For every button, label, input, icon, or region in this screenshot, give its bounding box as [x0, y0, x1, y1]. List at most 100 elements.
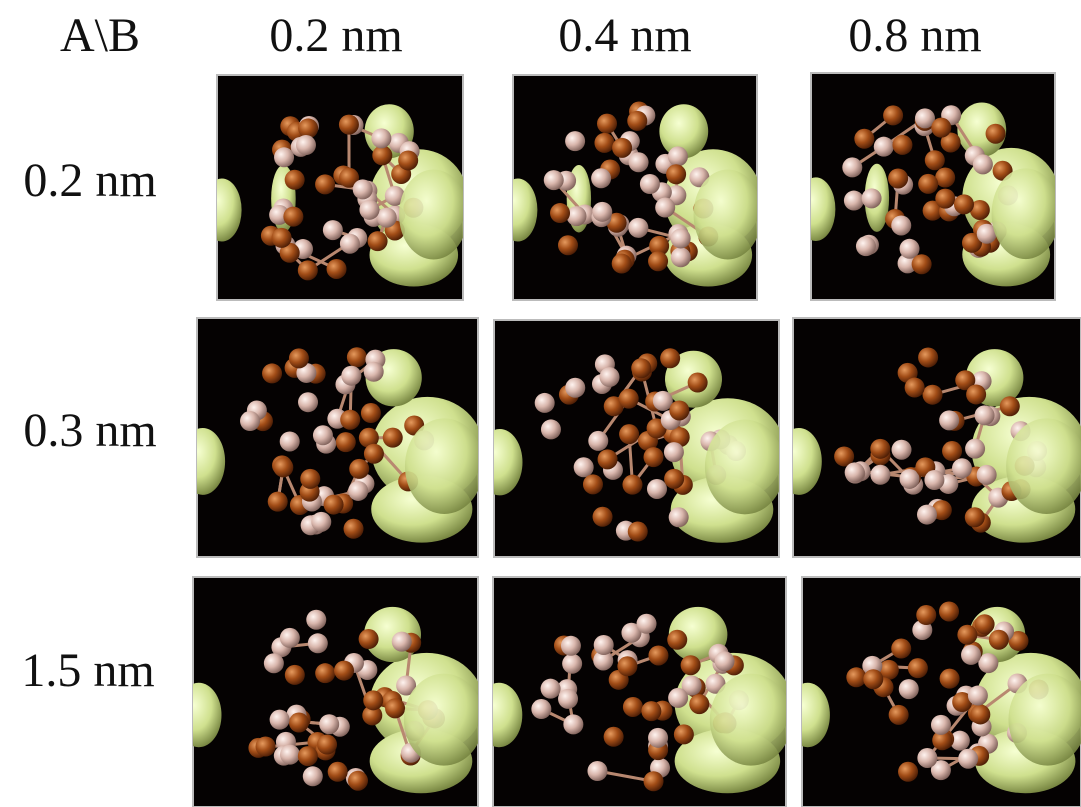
- atom: [668, 688, 688, 708]
- atom: [535, 393, 555, 413]
- atom: [942, 441, 962, 461]
- atom: [280, 628, 300, 648]
- atom: [856, 236, 876, 256]
- atom: [648, 645, 668, 665]
- atom: [961, 645, 981, 665]
- atom: [870, 439, 890, 459]
- atom: [368, 231, 388, 251]
- atom: [655, 198, 675, 218]
- atom: [336, 432, 356, 452]
- isosurface-lobe: [180, 428, 225, 495]
- atom: [931, 118, 951, 138]
- atom: [958, 749, 978, 769]
- atom: [353, 179, 373, 199]
- row-header: 1.5 nm: [21, 644, 154, 697]
- molecule-panel: [180, 318, 483, 557]
- atom: [668, 146, 688, 166]
- atom: [889, 705, 909, 725]
- atom: [671, 228, 691, 248]
- atom: [280, 431, 300, 451]
- atom: [965, 439, 985, 459]
- atom: [924, 470, 944, 490]
- atom: [899, 679, 919, 699]
- atom: [339, 115, 359, 135]
- atom: [592, 202, 612, 222]
- atom: [617, 656, 637, 676]
- atom: [666, 164, 686, 184]
- atom: [268, 492, 288, 512]
- atom: [593, 507, 613, 527]
- molecule-panel: [796, 73, 1060, 300]
- atom: [923, 385, 943, 405]
- atom: [364, 444, 384, 464]
- atom: [565, 378, 585, 398]
- atom: [637, 614, 657, 634]
- atom: [623, 697, 643, 717]
- atom: [317, 735, 337, 755]
- atom: [313, 425, 333, 445]
- atom: [340, 410, 360, 430]
- atom: [327, 259, 347, 279]
- atom: [594, 635, 614, 655]
- molecule-panel: [785, 577, 1081, 807]
- atom: [296, 135, 316, 155]
- atom: [306, 610, 326, 630]
- atom: [647, 479, 667, 499]
- atom: [954, 194, 974, 214]
- atom: [640, 174, 660, 194]
- isosurface-lobe: [694, 170, 762, 260]
- atom: [349, 459, 369, 479]
- molecule-panel: [176, 577, 484, 807]
- atom: [323, 220, 343, 240]
- molecule-panel: [776, 318, 1081, 557]
- isosurface-lobe: [498, 179, 537, 242]
- atom: [916, 605, 936, 625]
- atom: [674, 724, 694, 744]
- row-header: 0.3 nm: [23, 404, 156, 457]
- atom: [917, 748, 937, 768]
- atom: [597, 114, 617, 134]
- isosurface-lobe: [399, 170, 468, 260]
- atom: [256, 737, 276, 757]
- atom: [925, 150, 945, 170]
- atom: [628, 522, 648, 542]
- isosurface-lobe: [475, 683, 522, 747]
- molecule-panel: [498, 75, 762, 300]
- atom: [285, 665, 305, 685]
- atom: [240, 411, 260, 431]
- atom: [348, 771, 368, 791]
- atom: [347, 347, 367, 367]
- atom: [989, 630, 1009, 650]
- atom: [870, 465, 890, 485]
- atom: [262, 363, 282, 383]
- isosurface-lobe: [992, 168, 1060, 259]
- atom: [544, 170, 564, 190]
- atom: [308, 633, 328, 653]
- atom: [531, 699, 551, 719]
- atom: [359, 629, 379, 649]
- atom: [319, 714, 339, 734]
- atom: [619, 389, 639, 409]
- atom: [372, 145, 392, 165]
- atom: [883, 105, 903, 125]
- isosurface-lobe: [785, 683, 830, 747]
- corner-label: A\B: [60, 9, 140, 62]
- atom: [627, 111, 647, 131]
- atom: [648, 251, 668, 271]
- isosurface-lobe: [710, 674, 792, 766]
- atom: [298, 260, 318, 280]
- atom: [842, 157, 862, 177]
- isosurface-lobe: [796, 177, 835, 241]
- atom: [364, 362, 384, 382]
- atom: [854, 129, 874, 149]
- atom: [671, 247, 691, 267]
- atom: [344, 519, 364, 539]
- atom: [975, 614, 995, 634]
- isosurface-lobe: [477, 429, 523, 495]
- atom: [917, 505, 937, 525]
- atom: [398, 150, 418, 170]
- atom: [612, 254, 632, 274]
- column-header: 0.8 nm: [848, 9, 981, 62]
- atom: [289, 713, 309, 733]
- atom: [644, 447, 664, 467]
